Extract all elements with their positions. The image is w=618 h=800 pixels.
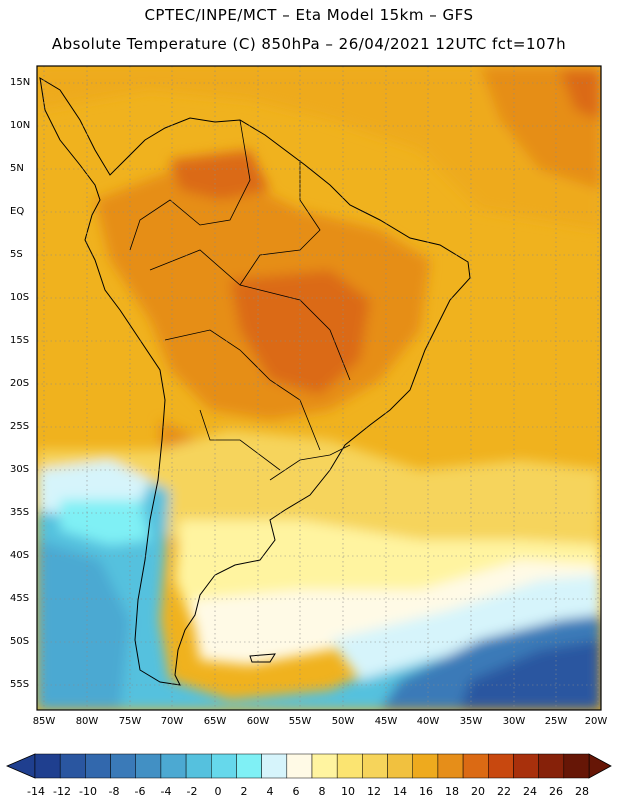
lat-label: EQ [10, 206, 25, 217]
lat-label: 10N [10, 120, 31, 131]
colorbar-cell [412, 753, 439, 779]
colorbar-cell [387, 753, 413, 779]
lon-label: 85W [32, 716, 56, 727]
colorbar-cell [85, 753, 111, 779]
colorbar-cell [488, 753, 514, 779]
colorbar-label: 20 [471, 785, 485, 798]
colorbar-cell [336, 753, 363, 779]
lat-label: 20S [10, 378, 30, 389]
lon-label: 80W [75, 716, 99, 727]
colorbar-label: 4 [266, 785, 274, 798]
colorbar-cell [362, 753, 388, 779]
colorbar-label: 10 [341, 785, 355, 798]
lat-label: 5N [10, 163, 24, 174]
lon-label: 45W [374, 716, 398, 727]
colorbar-label: 2 [240, 785, 248, 798]
colorbar-cell [59, 753, 86, 779]
lat-label: 15N [10, 77, 31, 88]
lon-label: 65W [203, 716, 227, 727]
colorbar-cell [261, 753, 288, 779]
lat-label: 5S [10, 249, 23, 260]
colorbar-cell [160, 753, 187, 779]
colorbar-cell [211, 753, 237, 779]
colorbar-label: -14 [27, 785, 45, 798]
colorbar-label: 28 [575, 785, 589, 798]
colorbar-cell [34, 753, 61, 779]
colorbar-cell [462, 753, 489, 779]
colorbar-label: -4 [160, 785, 172, 798]
colorbar [5, 753, 612, 779]
colorbar-label: 24 [523, 785, 537, 798]
title-line-2: Absolute Temperature (C) 850hPa – 26/04/… [51, 35, 567, 53]
colorbar-label: 0 [214, 785, 222, 798]
lon-label: 60W [246, 716, 270, 727]
lon-label: 55W [288, 716, 312, 727]
colorbar-label: 16 [419, 785, 433, 798]
colorbar-label: -12 [53, 785, 71, 798]
colorbar-label: 8 [318, 785, 326, 798]
lon-label: 50W [331, 716, 355, 727]
lon-label: 20W [584, 716, 608, 727]
map-frame [36, 65, 602, 711]
lon-label: 35W [459, 716, 483, 727]
country-borders [129, 119, 351, 481]
colorbar-cell [563, 753, 590, 779]
colorbar-label: 12 [367, 785, 381, 798]
lat-label: 30S [10, 464, 30, 475]
falklands-outline [249, 653, 276, 663]
lat-label: 55S [10, 679, 30, 690]
colorbar-label: 22 [497, 785, 511, 798]
colorbar-label: 14 [393, 785, 407, 798]
colorbar-label: -6 [134, 785, 146, 798]
colorbar-right-arrow [588, 753, 612, 779]
colorbar-cell [110, 753, 136, 779]
colorbar-left-arrow [5, 753, 36, 779]
temperature-field [37, 66, 601, 710]
colorbar-label: -10 [79, 785, 97, 798]
colorbar-label: -8 [108, 785, 120, 798]
lon-label: 30W [502, 716, 526, 727]
lat-label: 40S [10, 550, 30, 561]
colorbar-cell [185, 753, 212, 779]
colorbar-label: 18 [445, 785, 459, 798]
colorbar-cell [311, 753, 338, 779]
lat-label: 10S [10, 292, 30, 303]
graticule [37, 66, 601, 710]
colorbar-cell [513, 753, 539, 779]
lon-label: 25W [544, 716, 568, 727]
lon-label: 70W [160, 716, 184, 727]
lat-label: 35S [10, 507, 30, 518]
colorbar-cell [437, 753, 464, 779]
title-line-1: CPTEC/INPE/MCT – Eta Model 15km – GFS [144, 6, 474, 24]
lat-label: 25S [10, 421, 30, 432]
colorbar-cell [236, 753, 262, 779]
lon-label: 75W [118, 716, 142, 727]
colorbar-label: 6 [292, 785, 300, 798]
lat-label: 15S [10, 335, 30, 346]
colorbar-cell [286, 753, 313, 779]
colorbar-label: 26 [549, 785, 563, 798]
lon-label: 40W [416, 716, 440, 727]
lat-label: 50S [10, 636, 30, 647]
colorbar-cell [538, 753, 565, 779]
lat-label: 45S [10, 593, 30, 604]
colorbar-cell [135, 753, 162, 779]
colorbar-cells [34, 753, 590, 779]
colorbar-label: -2 [186, 785, 198, 798]
continent-outline [39, 77, 471, 686]
